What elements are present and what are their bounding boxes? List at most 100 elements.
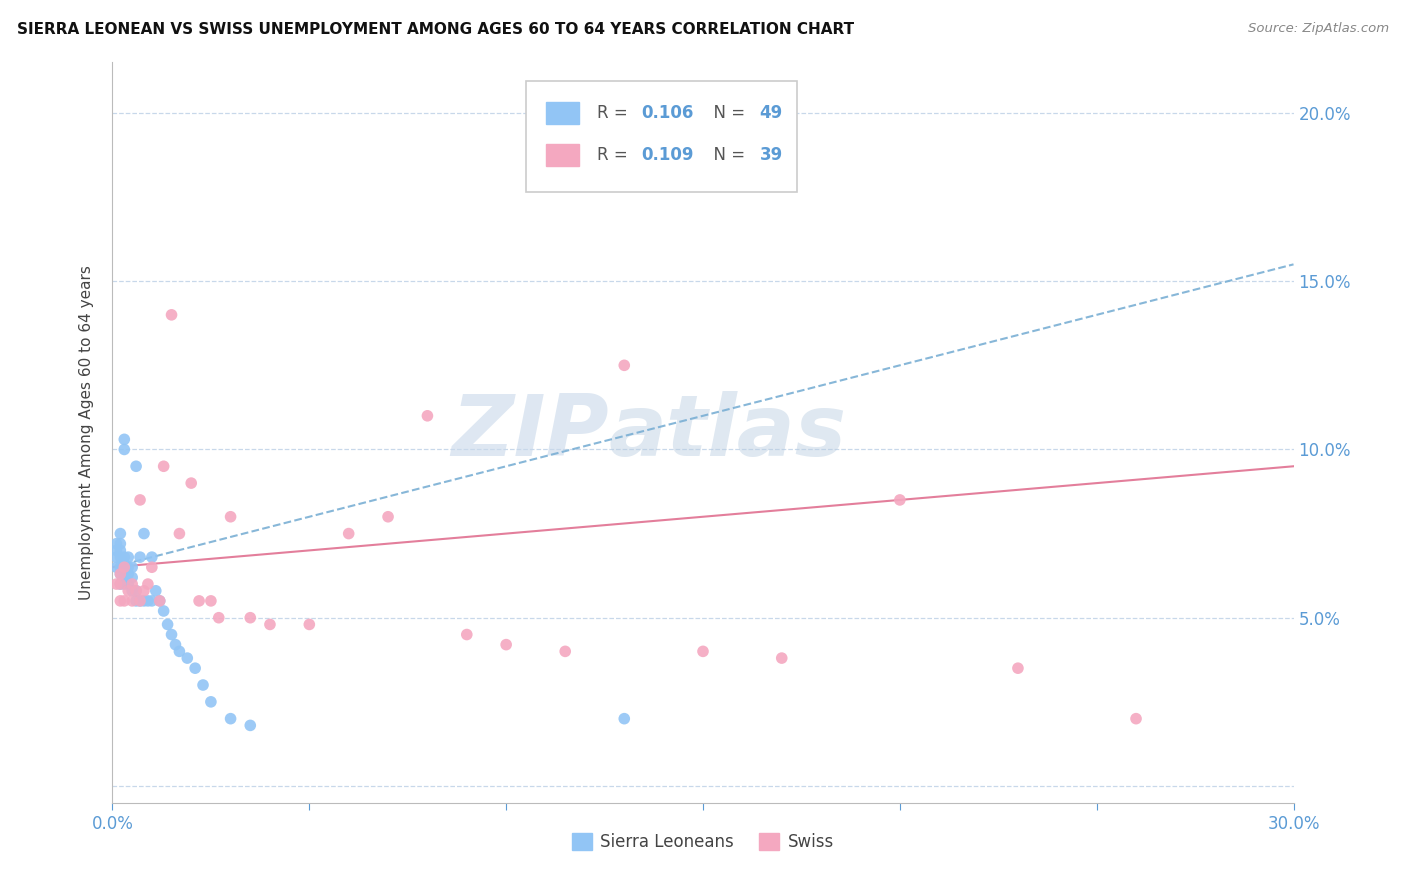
Point	[121, 570, 143, 584]
Point	[117, 577, 139, 591]
Point	[337, 526, 360, 541]
Point	[889, 492, 911, 507]
Point	[208, 610, 231, 624]
Point	[129, 594, 152, 608]
Point	[110, 577, 132, 591]
Point	[191, 678, 214, 692]
Point	[125, 583, 148, 598]
Point	[770, 651, 793, 665]
Point	[117, 566, 139, 581]
Point	[160, 308, 183, 322]
FancyBboxPatch shape	[526, 81, 797, 192]
Point	[117, 583, 139, 598]
Point	[121, 583, 143, 598]
Text: N =: N =	[703, 146, 751, 164]
Point	[112, 577, 135, 591]
Point	[149, 594, 172, 608]
Point	[1125, 712, 1147, 726]
Point	[117, 550, 139, 565]
Point	[152, 604, 174, 618]
Point	[121, 577, 143, 591]
Point	[110, 577, 132, 591]
Point	[125, 459, 148, 474]
Point	[176, 651, 198, 665]
Text: 39: 39	[759, 146, 783, 164]
Point	[132, 583, 155, 598]
Point	[129, 550, 152, 565]
Point	[456, 627, 478, 641]
Point	[110, 566, 132, 581]
Point	[132, 526, 155, 541]
Point	[152, 459, 174, 474]
Point	[259, 617, 281, 632]
Point	[554, 644, 576, 658]
Point	[184, 661, 207, 675]
Point	[125, 583, 148, 598]
Point	[495, 638, 517, 652]
Point	[132, 594, 155, 608]
Text: 49: 49	[759, 103, 783, 122]
Point	[156, 617, 179, 632]
Point	[298, 617, 321, 632]
Point	[377, 509, 399, 524]
Point	[200, 695, 222, 709]
Point	[112, 560, 135, 574]
Point	[613, 359, 636, 373]
Point	[219, 712, 242, 726]
Point	[169, 644, 191, 658]
Point	[105, 536, 128, 550]
Point	[121, 594, 143, 608]
Point	[112, 570, 135, 584]
Point	[129, 594, 152, 608]
Text: atlas: atlas	[609, 391, 846, 475]
Point	[129, 492, 152, 507]
Point	[219, 509, 242, 524]
Point	[112, 442, 135, 457]
Y-axis label: Unemployment Among Ages 60 to 64 years: Unemployment Among Ages 60 to 64 years	[79, 265, 94, 600]
Bar	[546, 144, 579, 166]
Point	[112, 557, 135, 571]
Point	[141, 550, 163, 565]
Bar	[546, 102, 579, 124]
Point	[160, 627, 183, 641]
Point	[180, 476, 202, 491]
Point	[110, 594, 132, 608]
Point	[165, 638, 187, 652]
Point	[112, 564, 135, 578]
Text: 0.106: 0.106	[641, 103, 695, 122]
Point	[239, 610, 262, 624]
Point	[188, 594, 211, 608]
Legend: Sierra Leoneans, Swiss: Sierra Leoneans, Swiss	[565, 826, 841, 857]
Point	[239, 718, 262, 732]
Point	[105, 550, 128, 565]
Point	[110, 566, 132, 581]
Point	[145, 583, 167, 598]
Point	[141, 594, 163, 608]
Point	[105, 577, 128, 591]
Point	[112, 433, 135, 447]
Point	[692, 644, 714, 658]
Point	[112, 550, 135, 565]
Point	[121, 560, 143, 574]
Point	[105, 560, 128, 574]
Point	[1007, 661, 1029, 675]
Point	[200, 594, 222, 608]
Point	[149, 594, 172, 608]
Point	[141, 560, 163, 574]
Point	[110, 543, 132, 558]
Text: ZIP: ZIP	[451, 391, 609, 475]
Text: Source: ZipAtlas.com: Source: ZipAtlas.com	[1249, 22, 1389, 36]
Text: N =: N =	[703, 103, 751, 122]
Point	[110, 560, 132, 574]
Point	[110, 526, 132, 541]
Point	[136, 577, 159, 591]
Text: R =: R =	[596, 146, 633, 164]
Point	[136, 594, 159, 608]
Point	[105, 543, 128, 558]
Point	[110, 550, 132, 565]
Text: R =: R =	[596, 103, 633, 122]
Text: 0.109: 0.109	[641, 146, 695, 164]
Point	[117, 560, 139, 574]
Point	[416, 409, 439, 423]
Point	[125, 594, 148, 608]
